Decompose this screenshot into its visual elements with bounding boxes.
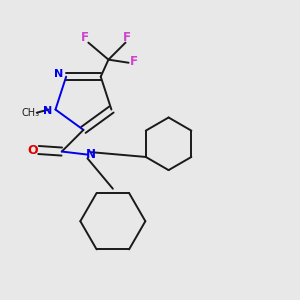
Text: N: N [54, 69, 63, 79]
Text: N: N [85, 148, 96, 160]
Text: F: F [81, 32, 88, 44]
Text: F: F [130, 55, 138, 68]
Text: CH₃: CH₃ [22, 108, 40, 118]
Text: N: N [43, 106, 52, 116]
Text: F: F [123, 32, 131, 44]
Text: O: O [28, 143, 38, 157]
